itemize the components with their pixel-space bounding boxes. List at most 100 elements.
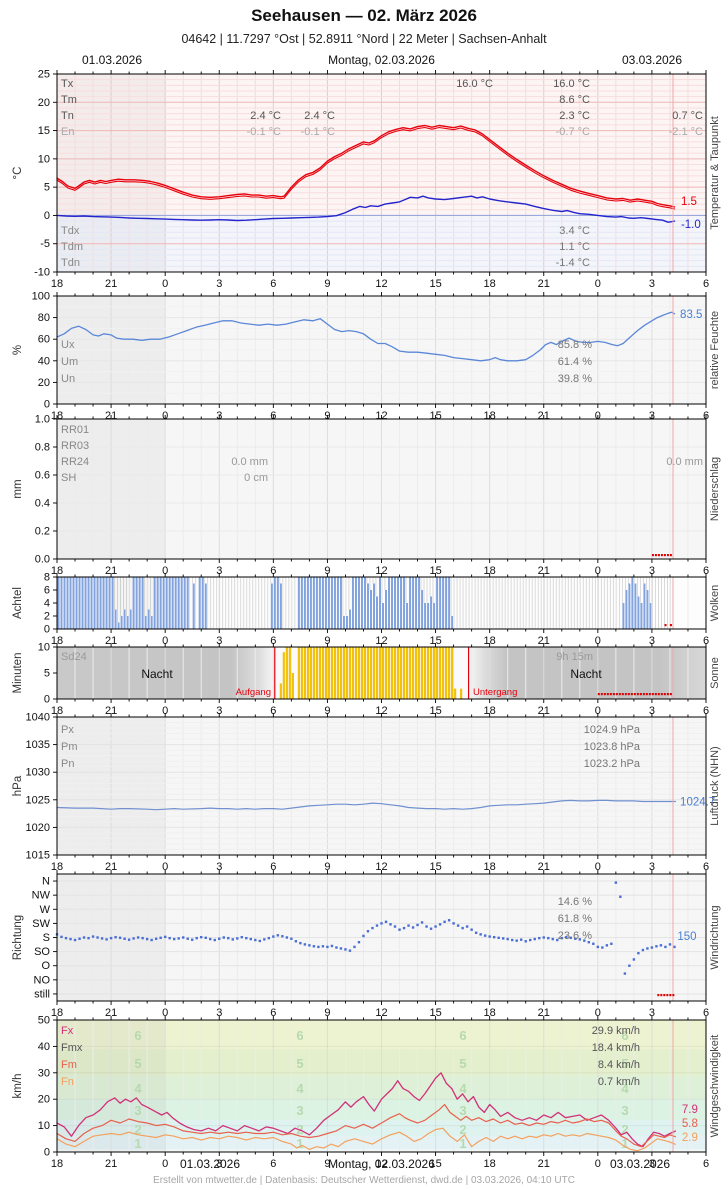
x-axis-tick-label: 3 bbox=[649, 705, 655, 717]
y-axis-tick-label: NW bbox=[32, 890, 51, 902]
x-axis-tick-label: 6 bbox=[703, 1007, 709, 1019]
y-axis-tick-label: 5 bbox=[44, 668, 50, 680]
x-axis-tick-label: 6 bbox=[270, 278, 276, 290]
x-axis-tick-label: 3 bbox=[649, 565, 655, 577]
y-axis-tick-label: 8 bbox=[44, 572, 50, 584]
panel-temperature: 18 21 0 3 6 9 12 15 18 21 0 3 6 25 20 15 10 5 0 -5 -10 °C Temp… bbox=[0, 65, 728, 300]
stat-text: 16.0 °C bbox=[456, 78, 493, 90]
stat-text: 29.9 km/h bbox=[592, 1025, 640, 1037]
date-center: Montag, 02.03.2026 bbox=[328, 53, 435, 67]
x-axis-tick-label: 9 bbox=[324, 1158, 330, 1170]
stat-text: Untergang bbox=[473, 687, 517, 698]
x-axis-tick-label: 6 bbox=[703, 635, 709, 647]
x-axis-tick-label: 18 bbox=[51, 635, 63, 647]
beaufort-scale-number: 6 bbox=[134, 1028, 141, 1043]
current-value-label: 5.8 bbox=[682, 1118, 698, 1130]
panel-right-label: Temperatur & Taupunkt bbox=[709, 116, 721, 230]
x-axis-tick-label: 6 bbox=[703, 278, 709, 290]
stat-text: 18.4 km/h bbox=[592, 1042, 640, 1054]
beaufort-scale-number: 2 bbox=[134, 1122, 141, 1137]
y-axis-unit-label: Achtel bbox=[12, 587, 24, 619]
x-axis-tick-label: 6 bbox=[270, 861, 276, 873]
stat-text: Un bbox=[61, 373, 75, 385]
panel-svg-precipitation: 18 21 0 3 6 9 12 15 18 21 0 3 6 1.0 0.8 0.6 0.4 0.2 0.0 mm N… bbox=[12, 414, 721, 578]
x-axis-tick-label: 0 bbox=[162, 278, 168, 290]
panel-right-label: Sonne bbox=[709, 657, 721, 689]
stat-text: Nacht bbox=[570, 667, 602, 681]
series-line-Fn bbox=[56, 1127, 676, 1152]
y-axis-tick-label: -10 bbox=[34, 267, 50, 279]
y-axis-tick-label: NO bbox=[34, 974, 51, 986]
current-value-label: 83.5 bbox=[680, 309, 702, 321]
panel-svg-temperature: 18 21 0 3 6 9 12 15 18 21 0 3 6 25 20 15 10 5 0 -5 -10 °C Temp… bbox=[12, 69, 721, 291]
date-center-bottom: Montag, 02.03.2026 bbox=[328, 1157, 435, 1171]
x-axis-tick-label: 18 bbox=[51, 705, 63, 717]
stat-text: SH bbox=[61, 472, 76, 484]
beaufort-scale-number: 6 bbox=[459, 1028, 466, 1043]
x-axis-tick-label: 18 bbox=[484, 705, 496, 717]
missing-data-marks bbox=[669, 624, 672, 627]
beaufort-scale-number: 1 bbox=[621, 1136, 628, 1151]
stat-text: -0.1 °C bbox=[301, 126, 335, 138]
y-axis-tick-label: 10 bbox=[38, 1120, 50, 1132]
stat-text: -0.7 °C bbox=[556, 126, 590, 138]
x-axis-tick-label: 3 bbox=[216, 861, 222, 873]
x-axis-tick-label: 12 bbox=[375, 705, 387, 717]
stat-text: Fx bbox=[61, 1025, 74, 1037]
stat-text: Fmx bbox=[61, 1042, 83, 1054]
panel-sun: 18 21 0 3 6 9 12 15 18 21 0 3 6 10 5 0 Minuten Sonne Sd24 9… bbox=[0, 638, 728, 727]
x-axis-tick-label: 18 bbox=[51, 1158, 63, 1170]
y-axis-tick-label: SO bbox=[34, 946, 50, 958]
beaufort-scale-number: 4 bbox=[621, 1081, 629, 1096]
x-axis-tick-label: 15 bbox=[429, 1158, 441, 1170]
current-value-label: 2.9 bbox=[682, 1132, 698, 1144]
y-axis-tick-label: 0.0 bbox=[35, 554, 50, 566]
y-axis-tick-label: still bbox=[34, 988, 50, 1000]
y-axis-tick-label: 2 bbox=[44, 611, 50, 623]
x-axis-tick-label: 0 bbox=[595, 1158, 601, 1170]
x-axis-tick-label: 0 bbox=[162, 705, 168, 717]
current-value-label: 1024.7 bbox=[680, 796, 715, 808]
panel-svg-pressure: 18 21 0 3 6 9 12 15 18 21 0 3 6 1040 1035 1030 1025 1020 1… bbox=[12, 712, 721, 874]
x-axis-tick-label: 21 bbox=[105, 565, 117, 577]
x-axis-tick-label: 21 bbox=[538, 278, 550, 290]
x-axis-tick-label: 3 bbox=[216, 1007, 222, 1019]
y-axis-tick-label: N bbox=[42, 876, 50, 888]
x-axis-tick-label: 3 bbox=[649, 635, 655, 647]
x-axis-tick-label: 12 bbox=[375, 565, 387, 577]
stat-text: Tm bbox=[61, 94, 77, 106]
x-axis-tick-label: 21 bbox=[105, 1007, 117, 1019]
beaufort-scale-number: 1 bbox=[459, 1136, 466, 1151]
y-axis-tick-label: 10 bbox=[38, 153, 50, 165]
x-axis-tick-label: 21 bbox=[538, 635, 550, 647]
y-axis-tick-label: 0.6 bbox=[35, 470, 50, 482]
series-line-Luftdruck bbox=[56, 799, 676, 811]
x-axis-tick-label: 9 bbox=[324, 565, 330, 577]
stat-text: 16.0 °C bbox=[553, 78, 590, 90]
x-axis-tick-label: 6 bbox=[270, 1158, 276, 1170]
stat-text: 0.0 mm bbox=[231, 456, 268, 468]
y-axis-tick-label: 80 bbox=[38, 312, 50, 324]
beaufort-scale-number: 2 bbox=[621, 1122, 628, 1137]
x-axis-tick-label: 21 bbox=[538, 1158, 550, 1170]
panel-clouds: 18 21 0 3 6 9 12 15 18 21 0 3 6 8 6 4 2 0 Achtel Wolken bbox=[0, 568, 728, 657]
y-axis-tick-label: 20 bbox=[38, 97, 50, 109]
missing-data-marks bbox=[651, 554, 672, 557]
x-axis-tick-label: 0 bbox=[595, 565, 601, 577]
panel-svg-sun: 18 21 0 3 6 9 12 15 18 21 0 3 6 10 5 0 Minuten Sonne Sd24 9… bbox=[12, 642, 721, 718]
x-axis-tick-label: 21 bbox=[105, 861, 117, 873]
stat-text: Aufgang bbox=[236, 687, 271, 698]
sunshine-bars bbox=[279, 647, 463, 699]
panel-right-label: Niederschlag bbox=[709, 457, 721, 521]
x-axis-tick-label: 18 bbox=[51, 565, 63, 577]
x-axis-tick-label: 9 bbox=[324, 278, 330, 290]
beaufort-scale-number: 2 bbox=[459, 1122, 466, 1137]
stat-text: 23.6 % bbox=[558, 930, 592, 942]
beaufort-scale-number: 4 bbox=[459, 1081, 467, 1096]
beaufort-scale-number: 3 bbox=[296, 1103, 303, 1118]
x-axis-tick-label: 18 bbox=[484, 635, 496, 647]
date-right: 03.03.2026 bbox=[621, 53, 683, 67]
stat-text: RR01 bbox=[61, 424, 89, 436]
panel-wind-speed: 6 5 4 3 2 1 6 5 4 3 2 1 6 5 4 3 2 1 6 5 4 3 2 1 18 21 0 3 6 9 12 15 18 21… bbox=[0, 1011, 728, 1180]
